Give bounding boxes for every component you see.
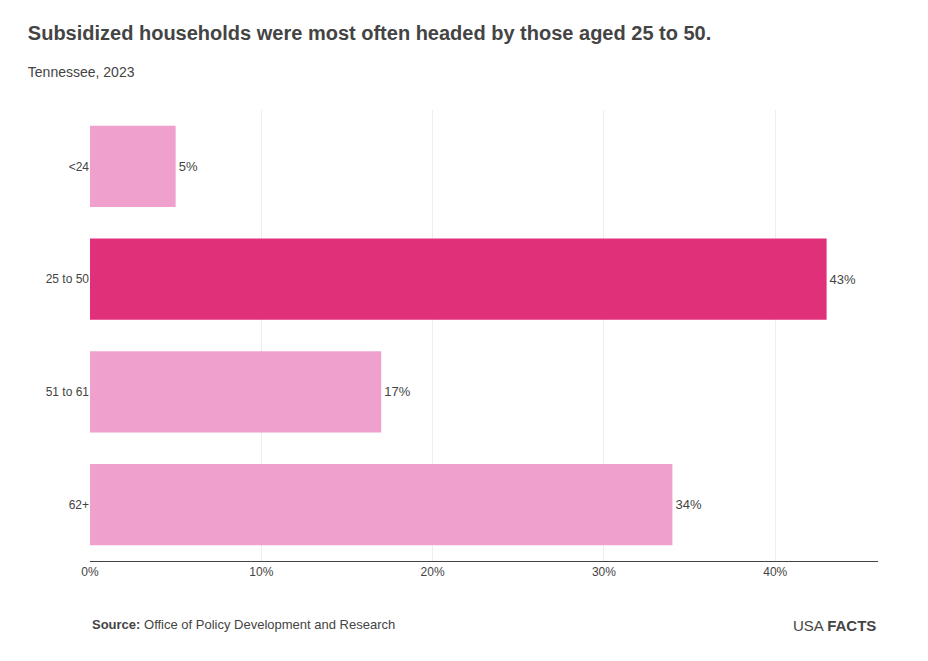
svg-text:34%: 34% [675,497,701,512]
svg-text:17%: 17% [384,384,410,399]
svg-text:Tennessee, 2023: Tennessee, 2023 [28,64,135,80]
svg-text:43%: 43% [830,272,856,287]
svg-text:5%: 5% [179,159,198,174]
svg-text:Subsidized households were mos: Subsidized households were most often he… [28,22,711,44]
svg-text:Source: Office of Policy Devel: Source: Office of Policy Development and… [92,617,395,632]
svg-text:10%: 10% [249,565,273,579]
svg-text:25 to 50: 25 to 50 [46,272,90,286]
svg-text:30%: 30% [592,565,616,579]
svg-text:62+: 62+ [69,498,89,512]
svg-text:USA FACTS: USA FACTS [793,617,876,634]
svg-text:20%: 20% [421,565,445,579]
svg-text:0%: 0% [81,565,99,579]
svg-text:51 to 61: 51 to 61 [46,385,90,399]
svg-text:40%: 40% [763,565,787,579]
svg-text:<24: <24 [69,160,90,174]
